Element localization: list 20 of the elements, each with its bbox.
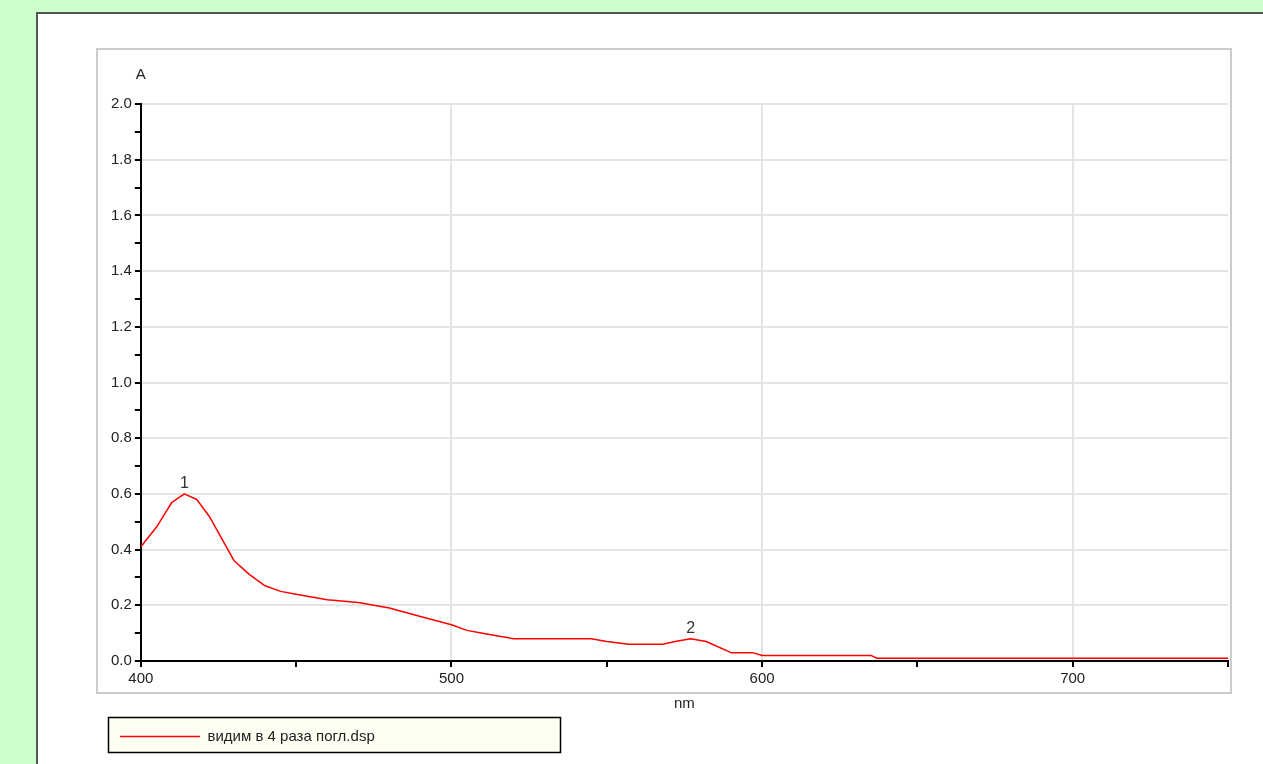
x-tick-label: 700 <box>1060 669 1086 687</box>
annotation: 1 <box>179 474 189 492</box>
y-tick-label: 0.8 <box>110 428 132 446</box>
text: видим в 4 раза погл.dsp <box>207 726 375 744</box>
y-tick-label: 1.4 <box>110 261 132 279</box>
annotation: 2 <box>686 619 696 637</box>
y-tick-label: 1.2 <box>110 316 132 334</box>
x-tick-label: 600 <box>749 669 775 687</box>
y-tick-label: 0.2 <box>110 595 132 613</box>
y-tick-label: 1.0 <box>110 372 132 390</box>
x-tick-label: 400 <box>128 669 154 687</box>
x-axis-title: nm <box>674 694 695 712</box>
y-tick-label: 0.6 <box>110 484 132 502</box>
y-tick-label: 1.6 <box>110 205 132 223</box>
y-axis-title: A <box>135 64 146 82</box>
y-tick-label: 0.0 <box>110 651 132 669</box>
y-tick-label: 2.0 <box>110 94 132 112</box>
x-tick-label: 500 <box>438 669 464 687</box>
y-tick-label: 0.4 <box>110 539 132 557</box>
y-tick-label: 1.8 <box>110 149 132 167</box>
